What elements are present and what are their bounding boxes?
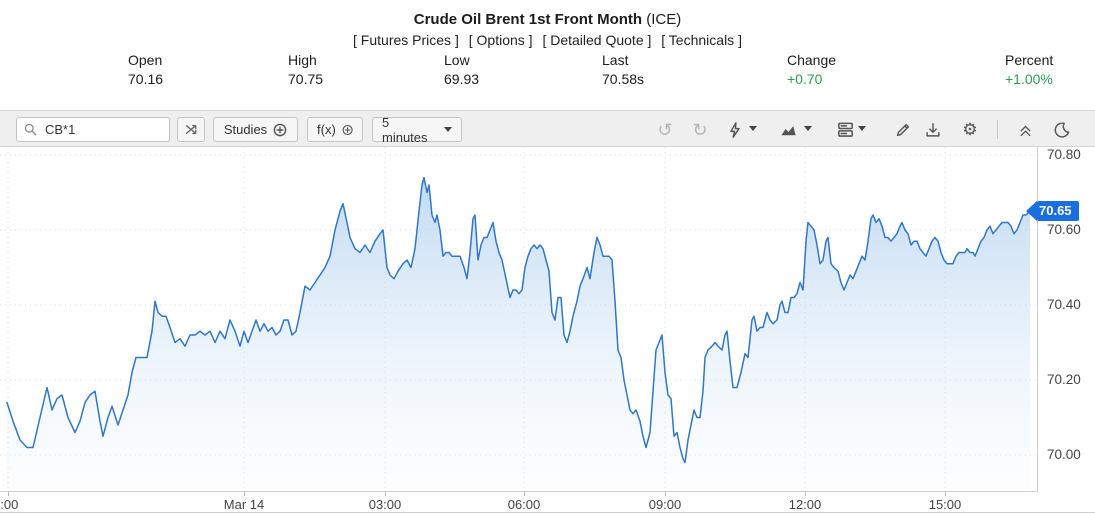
- studies-label: Studies: [223, 122, 268, 137]
- functions-button[interactable]: f(x): [307, 117, 363, 142]
- stat-open: Open 70.16: [128, 51, 163, 89]
- stat-high-value: 70.75: [288, 71, 324, 87]
- time-axis-tick: [945, 491, 946, 496]
- studies-button[interactable]: Studies: [213, 117, 298, 142]
- circled-plus-icon: [273, 123, 287, 136]
- draw-pencil-icon[interactable]: [891, 117, 915, 142]
- toolbar-divider: [997, 120, 998, 139]
- last-price-marker: 70.65: [1026, 201, 1079, 222]
- time-axis-label: 15:00: [928, 497, 962, 512]
- stat-change: Change +0.70: [787, 51, 836, 89]
- layout-grid-icon[interactable]: [833, 117, 857, 142]
- price-axis-label: 70.80: [1047, 147, 1081, 162]
- chart-area: 70.80 70.60 70.40 70.20 70.00 9:00 Mar 14 03:0…: [0, 147, 1095, 512]
- events-caret-icon[interactable]: [749, 126, 757, 131]
- chart-type-caret-icon[interactable]: [804, 126, 812, 131]
- stat-percent-label: Percent: [1005, 52, 1054, 68]
- stat-open-label: Open: [128, 52, 163, 68]
- symbol-input[interactable]: [43, 121, 157, 138]
- stat-low-label: Low: [444, 52, 470, 68]
- layout-caret-icon[interactable]: [858, 126, 866, 131]
- price-marker-arrow-icon: [1026, 201, 1037, 222]
- undo-icon[interactable]: ↺: [657, 119, 673, 140]
- circled-plus-icon: [342, 124, 353, 135]
- chevron-down-icon: [444, 127, 452, 132]
- price-axis-label: 70.40: [1047, 296, 1081, 312]
- interval-dropdown[interactable]: 5 minutes: [372, 114, 462, 145]
- link-technicals[interactable]: [ Technicals ]: [661, 32, 742, 48]
- stat-low-value: 69.93: [444, 71, 480, 87]
- stat-high-label: High: [288, 52, 317, 68]
- stat-high: High 70.75: [288, 51, 323, 89]
- time-axis-label: 09:00: [648, 497, 682, 512]
- stat-percent-value: +1.00%: [1005, 71, 1053, 87]
- time-axis-label: Mar 14: [223, 497, 265, 512]
- dark-mode-moon-icon[interactable]: [1050, 117, 1074, 142]
- instrument-name: Crude Oil Brent 1st Front Month: [413, 11, 643, 28]
- symbol-search-box[interactable]: [16, 117, 170, 142]
- compare-symbol-button[interactable]: [177, 117, 205, 142]
- link-futures-prices[interactable]: [ Futures Prices ]: [353, 32, 459, 48]
- redo-icon[interactable]: ↻: [692, 119, 708, 140]
- price-axis-label: 70.00: [1047, 446, 1081, 462]
- stat-last-value: 70.58s: [602, 71, 645, 87]
- interval-label: 5 minutes: [382, 114, 428, 145]
- chart-type-icon[interactable]: [776, 117, 800, 142]
- time-axis-tick: [524, 491, 525, 496]
- quote-nav-links: [ Futures Prices ] [ Options ] [ Detaile…: [0, 32, 1095, 48]
- link-detailed-quote[interactable]: [ Detailed Quote ]: [542, 32, 652, 48]
- time-axis-label: 03:00: [368, 497, 402, 512]
- download-icon[interactable]: [921, 117, 945, 142]
- stat-change-value: +0.70: [787, 71, 823, 87]
- price-axis-label: 70.60: [1047, 221, 1081, 237]
- link-options[interactable]: [ Options ]: [468, 32, 533, 48]
- compare-arrows-icon: [185, 124, 196, 135]
- page-title: Crude Oil Brent 1st Front Month (ICE): [413, 11, 682, 28]
- time-axis-tick: [805, 491, 806, 496]
- stat-last-label: Last: [602, 52, 629, 68]
- chart-toolbar: Studies f(x) 5 minutes ↺ ↻: [0, 110, 1095, 147]
- time-axis-label: 06:00: [507, 497, 541, 512]
- stat-open-value: 70.16: [128, 71, 164, 87]
- functions-label: f(x): [317, 122, 336, 137]
- stat-change-label: Change: [787, 52, 837, 68]
- time-axis-tick: [244, 491, 245, 496]
- chart-plot[interactable]: [0, 147, 1040, 492]
- time-axis-label: 9:00: [0, 497, 19, 512]
- events-lightning-icon[interactable]: [723, 117, 747, 142]
- time-axis-label: 12:00: [788, 497, 822, 512]
- price-marker-value: 70.65: [1037, 201, 1079, 222]
- price-axis-line: [1037, 147, 1038, 492]
- price-axis-label: 70.20: [1047, 371, 1081, 387]
- time-axis-tick: [665, 491, 666, 496]
- time-axis-line: [0, 491, 1038, 492]
- collapse-toolbar-icon[interactable]: [1013, 117, 1037, 142]
- settings-gear-icon[interactable]: ⚙: [962, 119, 978, 139]
- stat-last: Last 70.58s: [602, 51, 644, 89]
- stat-low: Low 69.93: [444, 51, 479, 89]
- time-axis-tick: [385, 491, 386, 496]
- time-axis-tick: [8, 491, 9, 496]
- search-icon: [24, 123, 37, 136]
- stat-percent: Percent +1.00%: [1005, 51, 1053, 89]
